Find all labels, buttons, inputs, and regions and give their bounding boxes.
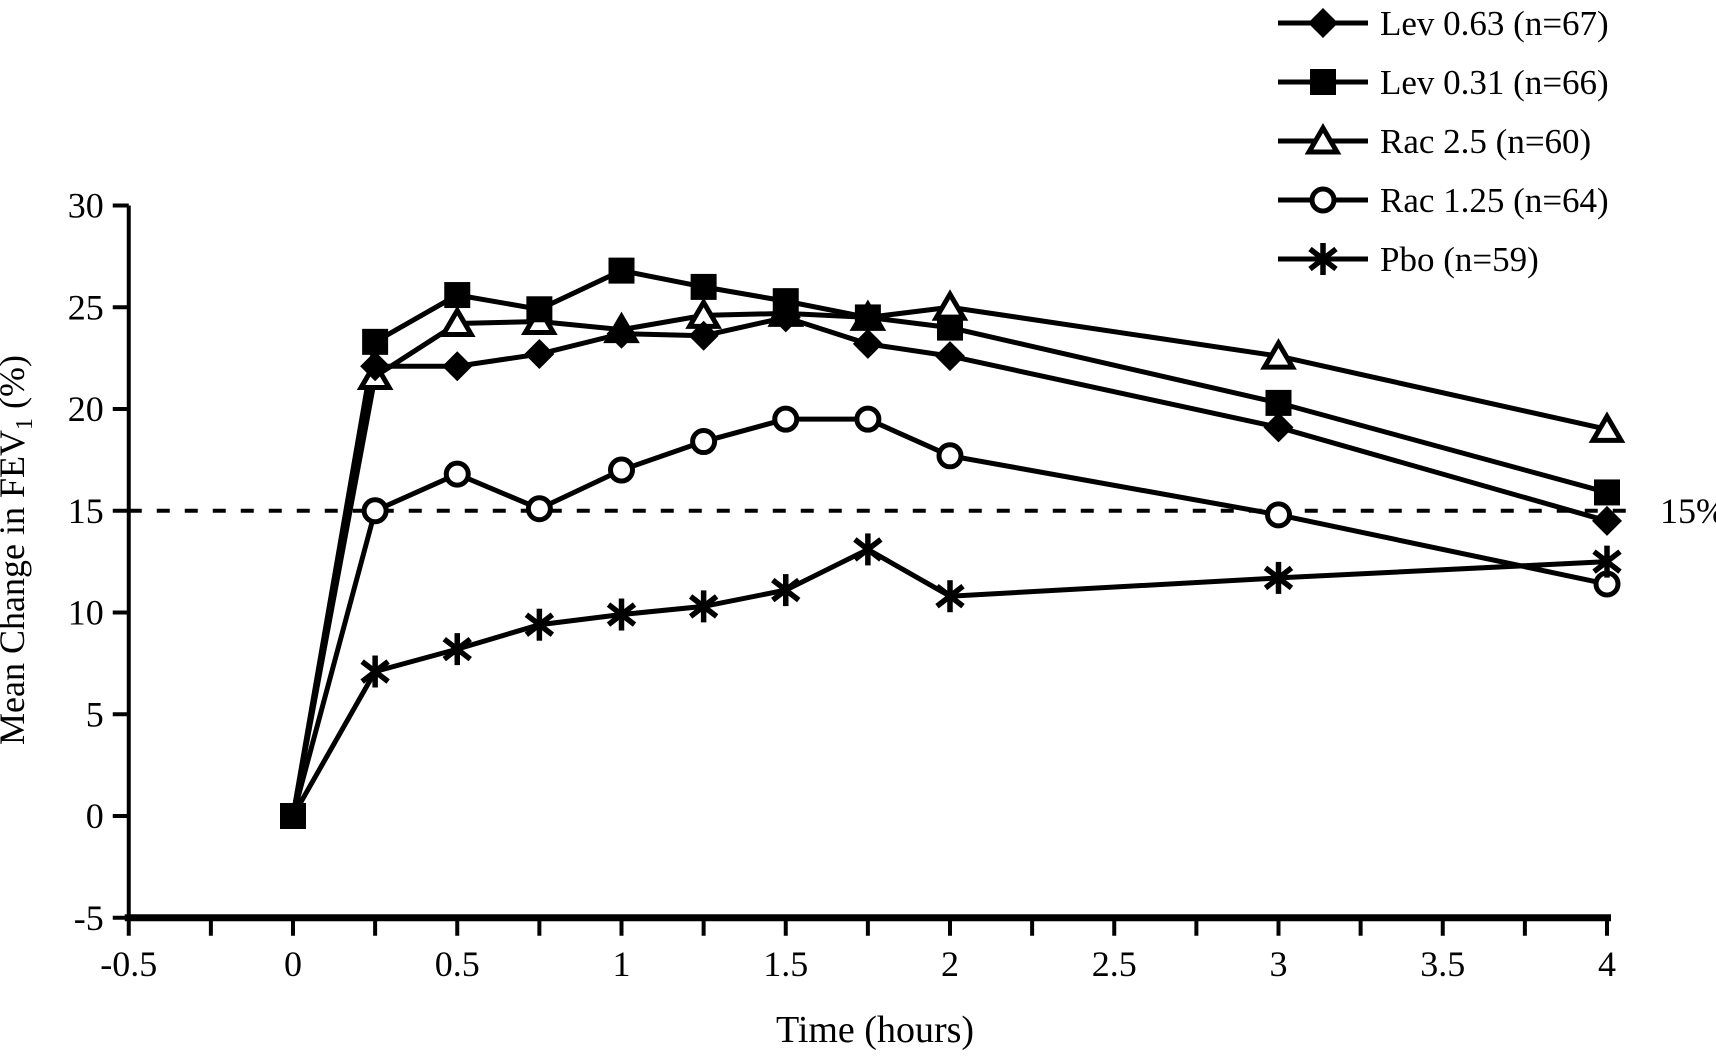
marker-diamond-icon-lev-0-63-n-67 (360, 351, 391, 382)
marker-asterisk-icon-pbo-n-59 (688, 590, 719, 623)
marker-square-icon-lev-0-31-n-66 (772, 288, 799, 315)
marker-asterisk-icon-pbo-n-59 (1592, 545, 1622, 578)
y-tick-label: 5 (86, 694, 104, 734)
legend-label-rac-1-25-n-64: Rac 1.25 (n=64) (1380, 181, 1609, 220)
x-axis-title: Time (hours) (776, 1009, 974, 1051)
legend-label-pbo-n-59: Pbo (n=59) (1380, 240, 1539, 279)
marker-triangle-icon-rac-2-5-n-60 (438, 305, 476, 338)
marker-circle-icon-rac-1-25-n-64 (690, 428, 718, 456)
marker-diamond-icon-lev-0-63-n-67 (1263, 412, 1294, 443)
marker-square-icon-lev-0-31-n-66 (280, 803, 306, 829)
x-tick-label: 0.5 (435, 944, 480, 984)
marker-diamond-icon-lev-0-63-n-67 (442, 351, 473, 382)
marker-diamond-icon-lev-0-63-n-67 (935, 341, 965, 372)
marker-circle-icon-rac-1-25-n-64 (936, 442, 964, 470)
marker-triangle-icon-rac-2-5-n-60 (1260, 338, 1297, 370)
marker-asterisk-icon-pbo-n-59 (853, 533, 883, 566)
legend-marker-circle-open-icon (1309, 186, 1337, 214)
marker-square-icon-lev-0-31-n-66 (854, 304, 881, 331)
y-tick-label: 0 (86, 796, 104, 836)
x-tick-label: 2 (941, 944, 959, 984)
marker-asterisk-icon-pbo-n-59 (1263, 561, 1294, 594)
marker-asterisk-icon-pbo-n-59 (442, 633, 472, 666)
marker-diamond-icon-lev-0-63-n-67 (852, 328, 883, 359)
marker-square-icon-lev-0-31-n-66 (690, 273, 717, 300)
marker-circle-icon-rac-1-25-n-64 (443, 460, 471, 488)
x-tick-label: 3.5 (1420, 944, 1465, 984)
x-tick-label: 2.5 (1092, 944, 1137, 984)
marker-square-icon-lev-0-31-n-66 (362, 328, 389, 355)
marker-circle-icon-rac-1-25-n-64 (854, 405, 882, 433)
x-tick-label: 3 (1270, 944, 1288, 984)
marker-diamond-icon-lev-0-63-n-67 (606, 318, 637, 349)
marker-diamond-icon-lev-0-63-n-67 (524, 339, 555, 370)
y-tick-label: 20 (68, 389, 104, 429)
legend-marker-square-filled-icon (1310, 69, 1336, 95)
marker-square-icon-lev-0-31-n-66 (526, 296, 553, 323)
reference-line-label: 15% (1660, 491, 1716, 531)
marker-circle-icon-rac-1-25-n-64 (608, 456, 635, 484)
marker-circle-icon-rac-1-25-n-64 (1265, 501, 1292, 529)
marker-asterisk-icon-pbo-n-59 (935, 580, 965, 613)
x-tick-label: 4 (1598, 944, 1616, 984)
marker-circle-icon-rac-1-25-n-64 (772, 405, 800, 433)
marker-diamond-icon-lev-0-63-n-67 (688, 320, 719, 351)
marker-square-icon-lev-0-31-n-66 (608, 257, 635, 284)
legend-marker-diamond-filled-icon (1308, 8, 1338, 38)
y-tick-label: -5 (74, 898, 104, 938)
legend-label-lev-0-63-n-67: Lev 0.63 (n=67) (1380, 4, 1609, 43)
y-tick-label: 30 (68, 186, 104, 226)
series-line-lev-0-63-n-67 (290, 314, 1608, 817)
legend-label-rac-2-5-n-60: Rac 2.5 (n=60) (1380, 122, 1591, 161)
x-tick-label: 0 (284, 944, 302, 984)
marker-asterisk-icon-pbo-n-59 (360, 655, 390, 688)
x-tick-label: 1 (613, 944, 631, 984)
marker-square-icon-lev-0-31-n-66 (937, 314, 963, 341)
series-line-rac-2-5-n-60 (290, 304, 1608, 817)
x-tick-label: -0.5 (100, 944, 157, 984)
y-axis-title: Mean Change in FEV1 (%) (0, 355, 38, 745)
marker-square-icon-lev-0-31-n-66 (1594, 479, 1620, 506)
marker-asterisk-icon-pbo-n-59 (771, 574, 801, 607)
legend-marker-asterisk-icon (1308, 243, 1338, 275)
marker-triangle-icon-rac-2-5-n-60 (1588, 411, 1626, 443)
y-tick-label: 10 (68, 593, 104, 633)
y-tick-label: 25 (68, 287, 104, 327)
legend-label-lev-0-31-n-66: Lev 0.31 (n=66) (1380, 63, 1609, 102)
marker-circle-icon-rac-1-25-n-64 (525, 495, 553, 523)
legend-marker-triangle-open-icon (1304, 123, 1342, 155)
series-line-rac-1-25-n-64 (290, 416, 1608, 817)
x-tick-label: 1.5 (763, 944, 808, 984)
marker-asterisk-icon-pbo-n-59 (606, 598, 637, 631)
marker-square-icon-lev-0-31-n-66 (1265, 389, 1292, 416)
marker-asterisk-icon-pbo-n-59 (524, 608, 555, 641)
y-tick-label: 15 (68, 491, 104, 531)
marker-diamond-icon-lev-0-63-n-67 (1592, 505, 1622, 536)
marker-square-icon-lev-0-31-n-66 (444, 282, 471, 309)
marker-circle-icon-rac-1-25-n-64 (361, 497, 389, 525)
